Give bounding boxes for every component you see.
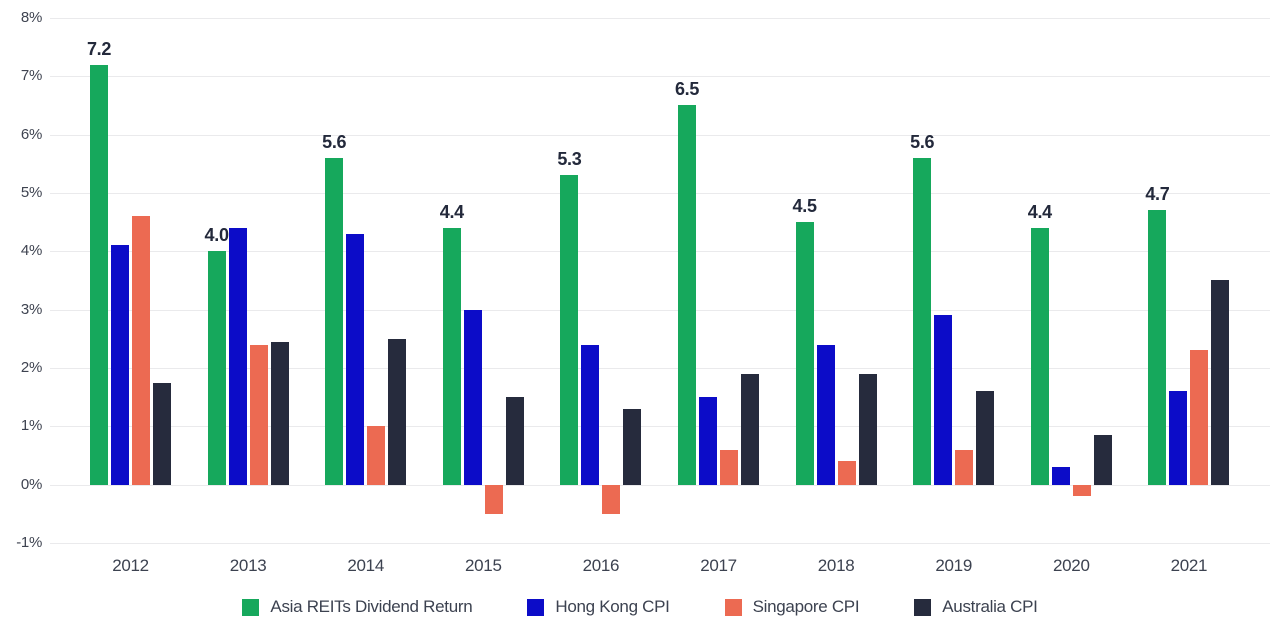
bar-australia-cpi-2021 xyxy=(1211,280,1230,485)
data-label-2018: 4.5 xyxy=(792,196,817,217)
legend-label: Singapore CPI xyxy=(752,597,860,616)
bar-singapore-cpi-2016 xyxy=(602,484,621,514)
legend-item-hong-kong-cpi: Hong Kong CPI xyxy=(527,597,670,617)
bar-singapore-cpi-2012 xyxy=(132,216,150,485)
bar-asia-reits-dividend-return-2013 xyxy=(207,251,226,485)
x-axis-label-2015: 2015 xyxy=(464,556,502,575)
gridline-7% xyxy=(50,76,1270,78)
x-axis-label-2020: 2020 xyxy=(1052,556,1090,575)
legend-label: Australia CPI xyxy=(942,597,1038,616)
bar-australia-cpi-2019 xyxy=(976,391,995,485)
x-axis-label-2018: 2018 xyxy=(817,556,855,575)
bar-singapore-cpi-2018 xyxy=(837,461,856,485)
x-axis-label-2013: 2013 xyxy=(229,556,267,575)
gridline-4% xyxy=(50,251,1270,253)
bar-asia-reits-dividend-return-2012 xyxy=(90,64,108,485)
data-label-2015: 4.4 xyxy=(439,201,464,222)
data-label-2017: 6.5 xyxy=(674,79,700,100)
legend-item-singapore-cpi: Singapore CPI xyxy=(724,597,860,617)
x-axis-label-2016: 2016 xyxy=(582,556,620,575)
legend-swatch-icon xyxy=(527,598,545,616)
bar-australia-cpi-2012 xyxy=(153,382,171,485)
bar-hong-kong-cpi-2021 xyxy=(1169,391,1188,485)
legend-swatch-icon xyxy=(914,598,932,616)
data-label-2019: 5.6 xyxy=(910,131,935,152)
bar-australia-cpi-2016 xyxy=(623,408,642,485)
gridline--1% xyxy=(50,542,1270,544)
x-axis-label-2019: 2019 xyxy=(935,556,972,575)
bar-australia-cpi-2014 xyxy=(388,338,407,485)
bar-hong-kong-cpi-2015 xyxy=(463,309,482,485)
y-axis-tick-label: 1% xyxy=(20,417,42,435)
bar-australia-cpi-2020 xyxy=(1093,435,1112,485)
data-label-2013: 4.0 xyxy=(204,225,229,246)
gridline-8% xyxy=(50,18,1270,19)
data-label-2012: 7.2 xyxy=(86,38,112,59)
x-axis-label-2021: 2021 xyxy=(1170,556,1208,575)
bar-asia-reits-dividend-return-2015 xyxy=(442,227,461,485)
bar-hong-kong-cpi-2014 xyxy=(346,233,365,485)
gridline-1% xyxy=(50,426,1270,428)
bar-asia-reits-dividend-return-2020 xyxy=(1030,227,1049,485)
bar-asia-reits-dividend-return-2014 xyxy=(325,157,344,485)
bar-singapore-cpi-2019 xyxy=(955,449,974,485)
legend-item-australia-cpi: Australia CPI xyxy=(914,597,1038,617)
bar-asia-reits-dividend-return-2018 xyxy=(795,222,814,485)
bar-hong-kong-cpi-2020 xyxy=(1051,467,1070,485)
y-axis-tick-label: 7% xyxy=(20,67,42,85)
bar-singapore-cpi-2013 xyxy=(249,344,268,485)
legend-swatch-icon xyxy=(242,598,260,616)
bar-hong-kong-cpi-2018 xyxy=(816,344,835,485)
bar-singapore-cpi-2017 xyxy=(720,449,738,485)
bar-australia-cpi-2017 xyxy=(741,373,759,485)
bar-singapore-cpi-2014 xyxy=(367,426,386,485)
y-axis-tick-label: 6% xyxy=(20,125,42,143)
bar-hong-kong-cpi-2013 xyxy=(228,227,247,485)
bar-asia-reits-dividend-return-2019 xyxy=(913,157,932,485)
x-axis-label-2017: 2017 xyxy=(700,556,737,575)
gridline-0% xyxy=(50,484,1270,486)
bar-asia-reits-dividend-return-2017 xyxy=(678,105,696,485)
y-axis-tick-label: 0% xyxy=(20,475,42,493)
gridline-5% xyxy=(50,192,1270,194)
y-axis-tick-label: 4% xyxy=(20,242,42,260)
bar-hong-kong-cpi-2012 xyxy=(111,245,129,485)
bar-singapore-cpi-2015 xyxy=(484,484,503,514)
y-axis-tick-label: 8% xyxy=(20,9,42,26)
bar-australia-cpi-2013 xyxy=(270,341,289,485)
bar-asia-reits-dividend-return-2021 xyxy=(1148,210,1167,485)
bar-australia-cpi-2015 xyxy=(505,397,524,485)
bar-hong-kong-cpi-2019 xyxy=(934,315,953,485)
bar-hong-kong-cpi-2016 xyxy=(581,344,600,485)
x-axis-label-2012: 2012 xyxy=(112,556,149,575)
data-label-2016: 5.3 xyxy=(557,149,582,170)
x-axis-label-2014: 2014 xyxy=(347,556,384,575)
data-label-2021: 4.7 xyxy=(1145,184,1170,205)
chart-legend: Asia REITs Dividend Return Hong Kong CPI S… xyxy=(0,592,1280,622)
gridline-3% xyxy=(50,309,1270,311)
bar-singapore-cpi-2021 xyxy=(1190,350,1209,485)
bar-singapore-cpi-2020 xyxy=(1072,484,1091,497)
bar-hong-kong-cpi-2017 xyxy=(699,397,717,485)
legend-swatch-icon xyxy=(724,598,742,616)
data-label-2014: 5.6 xyxy=(322,131,347,152)
data-label-2020: 4.4 xyxy=(1027,201,1052,222)
y-axis-tick-label: 3% xyxy=(20,300,42,318)
y-axis-tick-label: 2% xyxy=(20,358,42,376)
y-axis-tick-label: 5% xyxy=(20,183,42,201)
bar-australia-cpi-2018 xyxy=(858,373,877,485)
bar-asia-reits-dividend-return-2016 xyxy=(560,175,579,485)
gridline-2% xyxy=(50,367,1270,369)
legend-item-asia-reits-dividend-return: Asia REITs Dividend Return xyxy=(242,597,473,617)
gridline-6% xyxy=(50,134,1270,136)
legend-label: Hong Kong CPI xyxy=(555,597,670,616)
y-axis-tick-label: -1% xyxy=(16,533,42,551)
legend-label: Asia REITs Dividend Return xyxy=(270,597,473,616)
